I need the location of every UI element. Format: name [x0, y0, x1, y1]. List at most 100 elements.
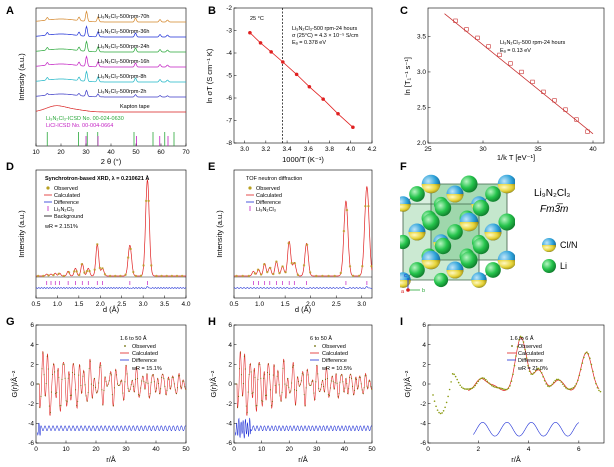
panel-g-observed-111	[153, 381, 155, 383]
panel-e-calculated	[234, 185, 373, 277]
annotation-c-sample: Li₉N₂Cl₃-500 rpm-24 hours	[500, 40, 565, 46]
panel-i-observed-4	[438, 411, 440, 414]
panel-h-observed-53	[286, 384, 288, 386]
panel-h-observed-116	[347, 392, 349, 394]
panel-d-observed-20	[88, 269, 91, 273]
panel-a-trace-7	[35, 105, 186, 113]
panel-d-plot: 0.5 1.0 1.5 2.0 2.5 3.0 3.5 4.0	[31, 178, 191, 308]
panel-g-observed-114	[156, 378, 159, 380]
panel-h-observed-23	[257, 378, 259, 380]
panel-d-observed-23	[96, 243, 99, 246]
legend-e-difference: Difference	[256, 200, 281, 206]
panel-g-observed-136	[180, 385, 182, 387]
panel-h-observed-94	[325, 367, 328, 369]
panel-g-observed-73	[113, 387, 115, 389]
panel-i-observed-27	[472, 386, 475, 388]
panel-g-observed-59	[99, 366, 101, 368]
panel-h-observed-30	[264, 374, 266, 376]
panel-h-observed-118	[349, 376, 351, 378]
panel-g-observed-8	[45, 383, 47, 385]
panel-d-legend: Observed Calculated Difference Li₉N₂Cl₃ …	[44, 186, 83, 230]
panel-i-observed-65	[530, 373, 532, 375]
panel-h-observed-27	[261, 400, 263, 402]
panel-g-observed-76	[117, 383, 119, 385]
panel-h-observed-59	[292, 366, 294, 368]
legend-e-phase: Li₉N₂Cl₃	[256, 207, 276, 213]
panel-e-difference	[234, 286, 373, 289]
panel-g-observed-138	[182, 380, 184, 382]
panel-e-observed-40	[358, 274, 361, 278]
panel-d-observed-54	[175, 274, 179, 278]
panel-g-observed-19	[57, 370, 59, 372]
panel-b-point-0	[248, 30, 252, 35]
panel-g-observed-29	[67, 377, 69, 379]
panel-h-observed-48	[281, 391, 283, 393]
legend-g-difference: Difference	[132, 358, 157, 364]
panel-g-y-tick-label--4: -4	[28, 421, 34, 428]
panel-i-observed-105	[590, 363, 593, 366]
panel-h-observed-16	[250, 371, 252, 373]
panel-i-observed-22	[465, 388, 468, 390]
panel-i-observed-45	[500, 387, 502, 390]
panel-h-observed-83	[315, 381, 317, 383]
panel-i-observed-96	[577, 379, 579, 382]
panel-g-observed-2	[39, 406, 41, 408]
annotation-b-sigma: σ (25°C) = 4.3 × 10⁻⁵ S/cm	[292, 32, 359, 39]
panel-c-x-tick-label-30: 30	[479, 146, 487, 153]
panel-a-references	[46, 132, 175, 146]
panel-g-observed-117	[160, 388, 162, 390]
panel-i-observed-50	[507, 387, 510, 390]
panel-i-observed-87	[563, 385, 566, 387]
legend-cln-label: Cl/N	[560, 240, 578, 250]
panel-d-observed-2	[42, 274, 45, 278]
panel-h-observed-80	[312, 380, 314, 382]
panel-h-observed-135	[365, 375, 367, 377]
annotation-c-ea: Eₐ = 0.13 eV	[500, 48, 531, 54]
legend-g-calculated: Calculated	[132, 351, 158, 357]
panel-h-observed-72	[304, 405, 306, 407]
panel-letter-i: I	[400, 316, 403, 328]
panel-g-observed-69	[109, 373, 111, 375]
panel-h-observed-69	[301, 373, 303, 375]
legend-d-background: Background	[54, 214, 83, 220]
panel-e-observed-12	[272, 272, 275, 276]
panel-g-x-tick-label-10: 10	[62, 446, 70, 453]
panel-i-x-tick-label-2: 2	[476, 446, 480, 453]
panel-h-xlabel: r/Å	[298, 455, 308, 464]
panel-c-x-tick-label-40: 40	[589, 146, 597, 153]
panel-g-observed-110	[152, 374, 154, 376]
panel-h-observed-24	[258, 363, 260, 365]
legend-i-observed: Observed	[518, 344, 542, 350]
panel-h-observed-124	[354, 378, 356, 380]
panel-i-observed-38	[489, 383, 492, 386]
legend-a-ref-li9n2cl3: Li₉N₂Cl₃-ICSD No. 00-024-0630	[46, 116, 124, 122]
panel-h-observed-134	[364, 375, 366, 377]
panel-e-observed-37	[348, 265, 352, 268]
panel-g-x-tick-label-50: 50	[182, 446, 190, 453]
panel-h-observed-13	[247, 391, 249, 393]
panel-h-observed-44	[277, 371, 279, 373]
legend-d-observed-marker	[46, 186, 50, 190]
panel-b-point-5	[307, 84, 312, 89]
panel-h-frame	[233, 324, 373, 444]
panel-i-observed-70	[537, 367, 540, 370]
panel-i-observed-106	[592, 370, 594, 373]
panel-a-ylabel: Intensity (a.u.)	[17, 53, 26, 101]
panel-b-x-tick-label-3.8: 3.8	[325, 146, 334, 153]
panel-b-point-1	[258, 41, 263, 45]
panel-e-ylabel: Intensity (a.u.)	[215, 210, 224, 258]
panel-g-observed-130	[173, 383, 175, 385]
panel-h-observed-131	[361, 389, 363, 391]
panel-d-observed-48	[160, 274, 163, 278]
panel-i-observed-66	[531, 373, 534, 376]
panel-h-observed-123	[353, 389, 356, 391]
panel-d-observed-0	[36, 274, 40, 278]
li-atom-18	[485, 186, 501, 202]
panel-i-observed-46	[501, 387, 504, 390]
panel-d-observed-15	[75, 270, 78, 273]
panel-h-observed-21	[255, 405, 257, 407]
panel-g-observed-47	[86, 400, 88, 402]
panel-d-observed-30	[114, 274, 117, 278]
panel-h-observed-93	[324, 378, 327, 380]
panel-g-observed-96	[138, 394, 140, 396]
